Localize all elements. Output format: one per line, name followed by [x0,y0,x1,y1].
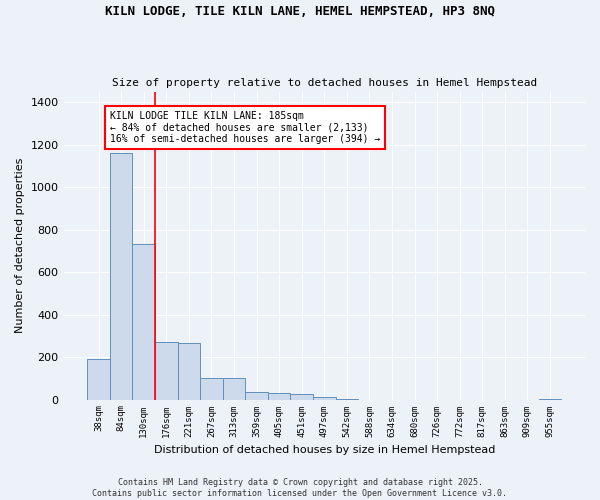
Text: KILN LODGE TILE KILN LANE: 185sqm
← 84% of detached houses are smaller (2,133)
1: KILN LODGE TILE KILN LANE: 185sqm ← 84% … [110,110,380,144]
Bar [133,244,155,400]
Bar [223,378,245,400]
Bar [290,394,313,400]
Bar [539,399,561,400]
Bar [155,342,178,400]
Bar [245,392,268,400]
Text: KILN LODGE, TILE KILN LANE, HEMEL HEMPSTEAD, HP3 8NQ: KILN LODGE, TILE KILN LANE, HEMEL HEMPST… [105,5,495,18]
Bar [178,344,200,400]
Text: Contains HM Land Registry data © Crown copyright and database right 2025.
Contai: Contains HM Land Registry data © Crown c… [92,478,508,498]
Bar [87,358,110,400]
X-axis label: Distribution of detached houses by size in Hemel Hempstead: Distribution of detached houses by size … [154,445,495,455]
Bar [200,378,223,400]
Y-axis label: Number of detached properties: Number of detached properties [15,158,25,333]
Bar [110,153,133,400]
Bar [335,399,358,400]
Title: Size of property relative to detached houses in Hemel Hempstead: Size of property relative to detached ho… [112,78,537,88]
Bar [313,398,335,400]
Bar [268,393,290,400]
